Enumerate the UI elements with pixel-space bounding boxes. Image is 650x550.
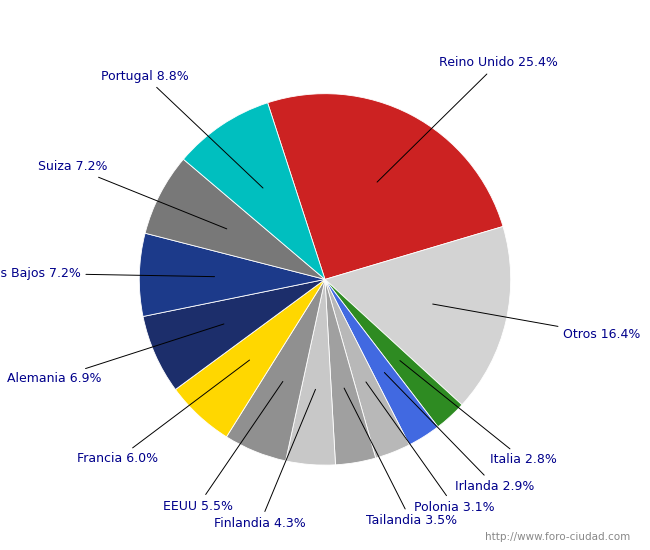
Text: Reino Unido 25.4%: Reino Unido 25.4% — [377, 56, 558, 182]
Text: Francia 6.0%: Francia 6.0% — [77, 360, 250, 465]
Text: Países Bajos 7.2%: Países Bajos 7.2% — [0, 267, 214, 280]
Wedge shape — [325, 279, 410, 458]
Wedge shape — [139, 233, 325, 316]
Wedge shape — [176, 279, 325, 437]
Wedge shape — [226, 279, 325, 461]
Wedge shape — [285, 279, 335, 465]
Wedge shape — [325, 227, 511, 405]
Wedge shape — [325, 279, 376, 465]
Wedge shape — [268, 94, 503, 279]
Text: Otros 16.4%: Otros 16.4% — [433, 304, 641, 341]
Text: http://www.foro-ciudad.com: http://www.foro-ciudad.com — [486, 532, 630, 542]
Wedge shape — [325, 279, 462, 427]
Text: Italia 2.8%: Italia 2.8% — [400, 361, 557, 466]
Text: Muxía - Turistas extranjeros según país - Abril de 2024: Muxía - Turistas extranjeros según país … — [77, 15, 573, 31]
Text: Tailandia 3.5%: Tailandia 3.5% — [344, 388, 457, 527]
Text: Irlanda 2.9%: Irlanda 2.9% — [384, 372, 535, 493]
Wedge shape — [183, 103, 325, 279]
Wedge shape — [325, 279, 438, 445]
Text: Polonia 3.1%: Polonia 3.1% — [366, 382, 495, 514]
Text: Finlandia 4.3%: Finlandia 4.3% — [214, 389, 315, 530]
Wedge shape — [145, 160, 325, 279]
Text: Suiza 7.2%: Suiza 7.2% — [38, 161, 227, 229]
Text: Alemania 6.9%: Alemania 6.9% — [7, 324, 224, 385]
Text: EEUU 5.5%: EEUU 5.5% — [162, 382, 283, 513]
Wedge shape — [143, 279, 325, 389]
Text: Portugal 8.8%: Portugal 8.8% — [101, 70, 263, 188]
